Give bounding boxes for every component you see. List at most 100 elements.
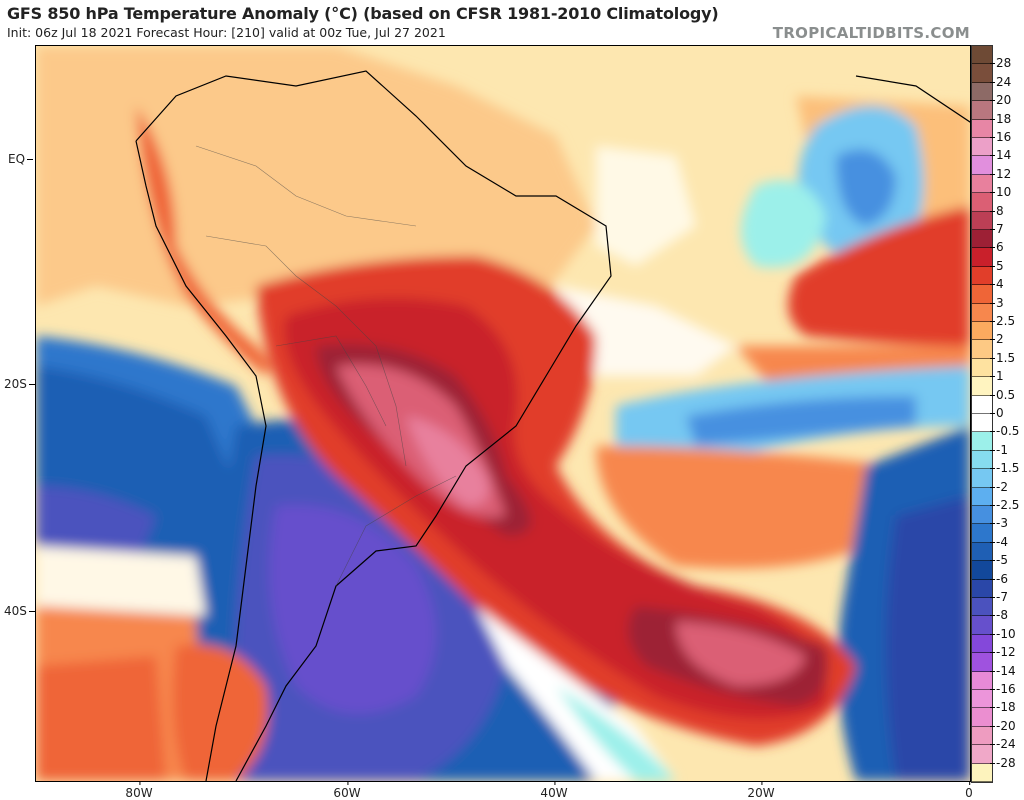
colorbar-swatch xyxy=(972,561,992,580)
x-tick-label: 0 xyxy=(965,786,973,800)
colorbar-label: -7 xyxy=(990,590,1008,604)
colorbar-label: 0.5 xyxy=(990,388,1015,402)
colorbar-swatch xyxy=(972,285,992,304)
tick-mark xyxy=(990,725,995,727)
tick-mark xyxy=(990,376,995,378)
x-tick-label: 20W xyxy=(747,786,775,800)
tick-mark xyxy=(990,265,995,267)
tick-mark xyxy=(990,449,995,451)
anomaly-map[interactable] xyxy=(35,45,971,782)
colorbar-label: -5 xyxy=(990,553,1008,567)
tick-mark xyxy=(990,247,995,249)
colorbar-label: -10 xyxy=(990,627,1016,641)
tick-mark xyxy=(27,159,34,160)
x-tick-label: 80W xyxy=(125,786,153,800)
tick-mark xyxy=(990,615,995,617)
colorbar-label: 16 xyxy=(990,130,1011,144)
site-brand: TROPICALTIDBITS.COM xyxy=(772,24,970,42)
anomaly-field xyxy=(36,46,970,781)
tick-mark xyxy=(990,633,995,635)
colorbar-swatch xyxy=(972,174,992,194)
colorbar-label: -2 xyxy=(990,480,1008,494)
borders xyxy=(195,145,457,587)
colorbar-swatch xyxy=(972,579,992,598)
colorbar-swatch xyxy=(972,119,992,138)
colorbar-swatch xyxy=(972,101,992,120)
colorbar-swatch xyxy=(972,726,992,746)
y-tick-20s: 20S xyxy=(4,377,35,391)
tick-mark xyxy=(990,321,995,322)
tick-mark xyxy=(990,137,995,138)
tick-mark xyxy=(990,744,995,746)
colorbar-label: -16 xyxy=(990,682,1016,696)
colorbar-label: -0.5 xyxy=(990,424,1019,438)
colorbar-label: -3 xyxy=(990,516,1008,530)
tick-mark xyxy=(990,523,995,525)
colorbar-swatch xyxy=(972,377,992,396)
colorbar-swatch xyxy=(972,745,992,764)
tick-mark xyxy=(28,384,35,385)
colorbar-label: 3 xyxy=(990,296,1004,310)
tick-mark xyxy=(968,780,970,785)
y-tick-label: 20S xyxy=(4,377,27,391)
colorbar-label: 2.5 xyxy=(990,314,1015,328)
tick-mark xyxy=(990,578,995,580)
tick-mark xyxy=(990,762,995,764)
tick-mark xyxy=(28,611,35,612)
y-tick-eq: EQ xyxy=(8,152,34,166)
colorbar-label: -14 xyxy=(990,664,1016,678)
colorbar-swatch xyxy=(972,763,992,782)
colorbar-swatch xyxy=(972,211,992,230)
colorbar-label: -24 xyxy=(990,737,1016,751)
colorbar-swatch xyxy=(972,395,992,414)
x-tick-40w: 40W xyxy=(540,780,568,800)
colorbar-label: -18 xyxy=(990,700,1016,714)
colorbar-swatch xyxy=(972,64,992,83)
colorbar-swatch xyxy=(972,690,992,709)
tick-mark xyxy=(990,339,995,341)
tick-mark xyxy=(990,505,995,506)
x-tick-0: 0 xyxy=(965,780,973,800)
colorbar-swatch xyxy=(972,469,992,488)
colorbar-swatch xyxy=(972,450,992,470)
run-info: Init: 06z Jul 18 2021 Forecast Hour: [21… xyxy=(7,25,446,40)
y-tick-label: EQ xyxy=(8,152,26,166)
x-tick-60w: 60W xyxy=(333,780,361,800)
tick-mark xyxy=(990,284,995,286)
x-tick-label: 60W xyxy=(333,786,361,800)
colorbar-label: -4 xyxy=(990,535,1008,549)
colorbar-label: -20 xyxy=(990,719,1016,733)
colorbar-label: 8 xyxy=(990,204,1004,218)
tick-mark xyxy=(990,707,995,709)
tick-mark xyxy=(990,431,995,433)
tick-mark xyxy=(990,118,995,120)
colorbar-swatch xyxy=(972,303,992,322)
x-tick-label: 40W xyxy=(540,786,568,800)
colorbar-swatch xyxy=(972,708,992,727)
tick-mark xyxy=(346,780,348,785)
y-tick-40s: 40S xyxy=(4,604,35,618)
colorbar-swatch xyxy=(972,432,992,451)
map-title: GFS 850 hPa Temperature Anomaly (°C) (ba… xyxy=(7,4,719,23)
colorbar xyxy=(971,45,993,783)
tick-mark xyxy=(990,413,995,414)
tick-mark xyxy=(138,780,140,785)
colorbar-label: -2.5 xyxy=(990,498,1019,512)
tick-mark xyxy=(990,210,995,212)
colorbar-swatch xyxy=(972,156,992,175)
colorbar-swatch xyxy=(972,46,992,65)
colorbar-label: -12 xyxy=(990,645,1016,659)
tick-mark xyxy=(990,560,995,562)
colorbar-label: 28 xyxy=(990,56,1011,70)
colorbar-label: -28 xyxy=(990,756,1016,770)
colorbar-swatch xyxy=(972,616,992,635)
y-tick-label: 40S xyxy=(4,604,27,618)
colorbar-swatch xyxy=(972,671,992,690)
x-tick-80w: 80W xyxy=(125,780,153,800)
colorbar-label: -8 xyxy=(990,608,1008,622)
tick-mark xyxy=(990,100,995,102)
tick-mark xyxy=(990,357,995,359)
tick-mark xyxy=(990,689,995,690)
colorbar-swatch xyxy=(972,487,992,506)
colorbar-label: 18 xyxy=(990,112,1011,126)
